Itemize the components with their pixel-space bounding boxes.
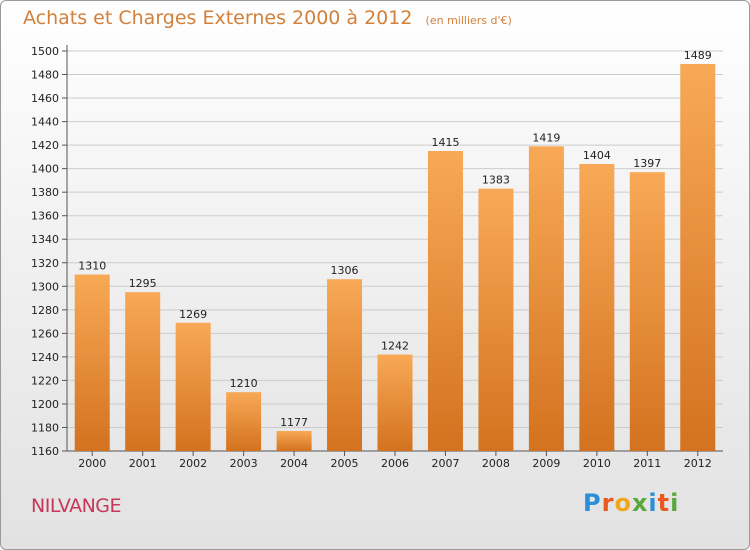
- labels: 1160 1180 1200 1220 1240 1260 1280 1300 1320 1340…: [31, 45, 712, 470]
- bar-2000: [74, 274, 110, 451]
- data-label: 1310: [78, 260, 106, 273]
- bar-2001: [125, 292, 161, 451]
- x-tick-label: 2012: [684, 457, 712, 470]
- data-label: 1306: [331, 264, 359, 277]
- logo-letter: r: [601, 489, 615, 517]
- data-label: 1269: [179, 308, 207, 321]
- x-tick-label: 2010: [583, 457, 611, 470]
- y-tick-label: 1460: [31, 92, 59, 105]
- logo-letter: t: [657, 489, 671, 517]
- y-tick-label: 1480: [31, 69, 59, 82]
- y-tick-label: 1260: [31, 327, 59, 340]
- data-label: 1383: [482, 174, 510, 187]
- data-label: 1404: [583, 149, 611, 162]
- y-tick-label: 1160: [31, 445, 59, 458]
- x-tick-label: 2008: [482, 457, 510, 470]
- y-tick-label: 1360: [31, 210, 59, 223]
- y-tick-label: 1320: [31, 257, 59, 270]
- y-tick-label: 1180: [31, 421, 59, 434]
- logo-letter: P: [583, 489, 602, 517]
- location-name: NILVANGE: [31, 495, 122, 517]
- chart-title: Achats et Charges Externes 2000 à 2012: [23, 7, 413, 29]
- proxiti-logo: Proxiti: [583, 489, 679, 517]
- y-tick-label: 1300: [31, 280, 59, 293]
- bar-2009: [528, 146, 564, 451]
- bar-2005: [327, 279, 363, 451]
- bar-2006: [377, 354, 413, 451]
- x-tick-label: 2002: [179, 457, 207, 470]
- x-tick-label: 2011: [633, 457, 661, 470]
- x-tick-label: 2007: [431, 457, 459, 470]
- bar-2012: [680, 63, 716, 452]
- x-tick-label: 2001: [129, 457, 157, 470]
- title-row: Achats et Charges Externes 2000 à 2012 (…: [23, 7, 512, 29]
- y-tick-label: 1380: [31, 186, 59, 199]
- data-label: 1397: [633, 157, 661, 170]
- bars: [74, 63, 716, 452]
- data-label: 1295: [129, 277, 157, 290]
- bar-2011: [629, 172, 665, 452]
- data-label: 1177: [280, 416, 308, 429]
- y-tick-label: 1420: [31, 139, 59, 152]
- data-label: 1242: [381, 340, 409, 353]
- y-tick-label: 1500: [31, 45, 59, 58]
- y-tick-label: 1240: [31, 351, 59, 364]
- bar-2007: [427, 151, 463, 451]
- x-tick-label: 2009: [532, 457, 560, 470]
- x-tick-label: 2006: [381, 457, 409, 470]
- logo-letter: x: [631, 489, 649, 517]
- x-tick-label: 2003: [230, 457, 258, 470]
- data-label: 1210: [230, 377, 258, 390]
- chart-subtitle: (en milliers d'€): [425, 14, 512, 27]
- bar-2004: [276, 431, 312, 451]
- y-tick-label: 1400: [31, 163, 59, 176]
- y-tick-label: 1200: [31, 398, 59, 411]
- data-label: 1489: [684, 49, 712, 62]
- bar-2002: [175, 322, 211, 451]
- bar-2010: [579, 163, 615, 452]
- y-tick-label: 1280: [31, 304, 59, 317]
- data-label: 1419: [532, 131, 560, 144]
- data-label: 1415: [431, 136, 459, 149]
- x-tick-label: 2004: [280, 457, 308, 470]
- logo-letter: i: [648, 489, 658, 517]
- x-tick-label: 2005: [331, 457, 359, 470]
- logo-letter: o: [614, 489, 632, 517]
- y-tick-label: 1440: [31, 116, 59, 129]
- bar-2008: [478, 188, 514, 451]
- x-tick-label: 2000: [78, 457, 106, 470]
- bar-2003: [226, 392, 262, 451]
- y-tick-label: 1340: [31, 233, 59, 246]
- logo-letter: i: [670, 489, 680, 517]
- y-tick-label: 1220: [31, 374, 59, 387]
